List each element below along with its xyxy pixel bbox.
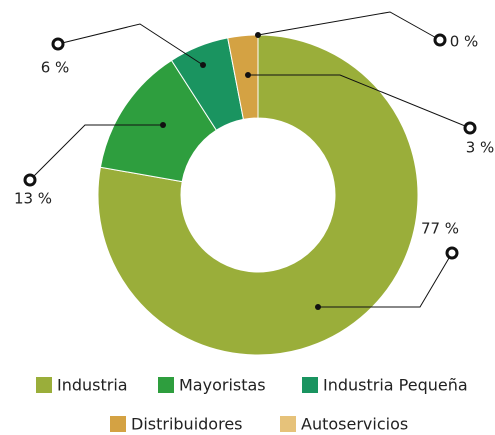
leader-ring: [23, 173, 37, 187]
legend-label: Mayoristas: [179, 376, 266, 395]
leader-dot: [200, 62, 206, 68]
legend-label: Distribuidores: [131, 415, 243, 434]
leader-line: [318, 252, 453, 308]
leader-line: [248, 74, 471, 129]
legend-label: Autoservicios: [301, 415, 408, 434]
data-label: 6 %: [41, 59, 70, 77]
leader-ring: [445, 246, 459, 260]
legend-swatch: [280, 416, 296, 432]
leader-dot: [160, 122, 166, 128]
leader-ring: [433, 33, 447, 47]
leader-dot: [255, 32, 261, 38]
leader-ring: [463, 121, 477, 135]
data-label: 0 %: [450, 33, 479, 51]
legend-label: Industria: [57, 376, 128, 395]
data-label: 3 %: [466, 139, 495, 157]
data-label: 77 %: [421, 220, 459, 238]
legend-swatch: [110, 416, 126, 432]
legend-swatch: [158, 377, 174, 393]
leader-dot: [315, 304, 321, 310]
legend-label: Industria Pequeña: [323, 376, 468, 395]
leader-line: [29, 124, 163, 181]
leader-line: [257, 11, 441, 41]
legend-swatch: [36, 377, 52, 393]
leader-ring: [51, 37, 65, 51]
leader-dot: [245, 72, 251, 78]
legend-swatch: [302, 377, 318, 393]
data-label: 13 %: [14, 190, 52, 208]
leader-line: [57, 23, 204, 66]
donut-slice: [97, 34, 419, 356]
